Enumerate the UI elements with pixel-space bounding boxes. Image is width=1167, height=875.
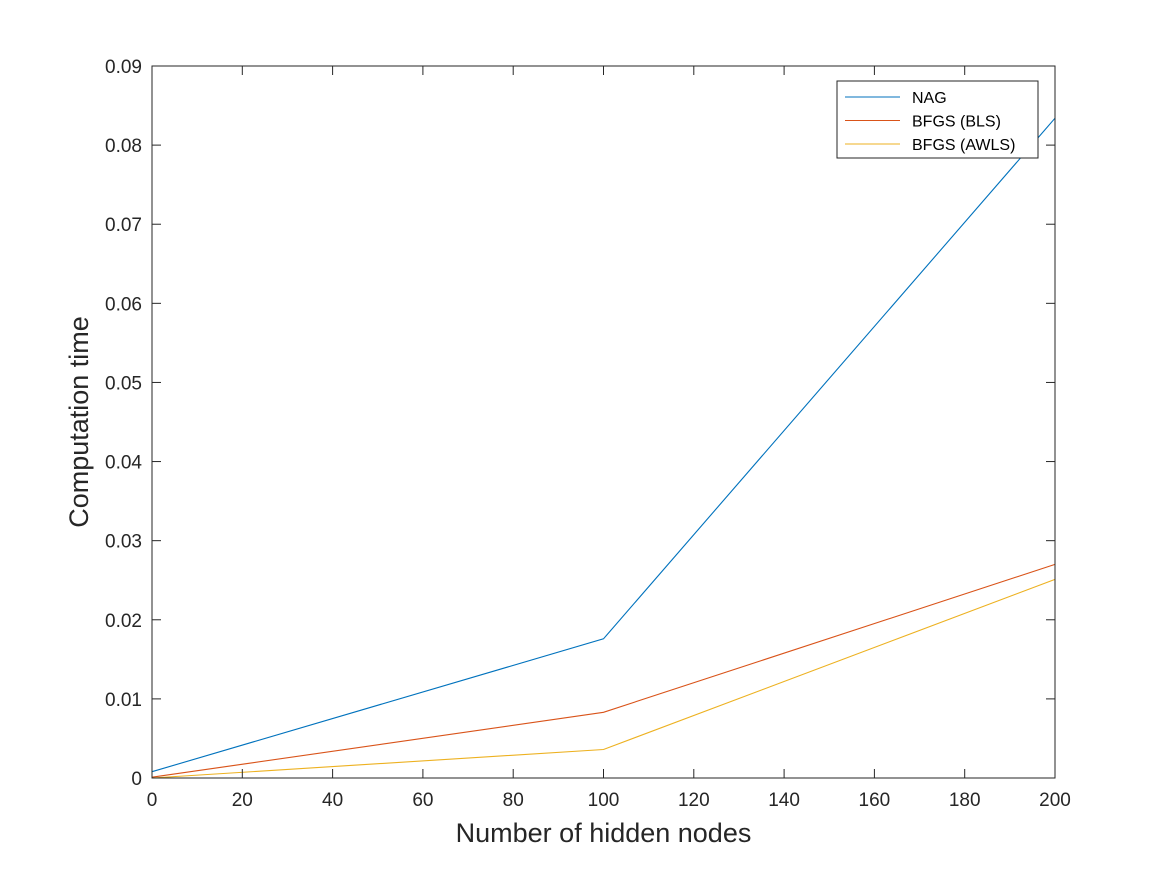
series-line-3: [151, 578, 1056, 779]
y-tick-label: 0.06: [105, 294, 142, 315]
y-tick-label: 0: [131, 769, 142, 790]
plot-background: [152, 66, 1055, 778]
x-tick-label: 200: [1039, 790, 1071, 811]
y-tick-label: 0.03: [105, 532, 142, 553]
series-line-1: [151, 117, 1056, 773]
legend-label-3: BFGS (AWLS): [912, 137, 1015, 154]
x-tick-label: 60: [412, 790, 433, 811]
x-tick-label: 100: [588, 790, 620, 811]
legend-box: [836, 80, 1039, 159]
x-tick-label: 20: [232, 790, 253, 811]
legend-label-1: NAG: [912, 90, 947, 107]
y-tick-label: 0.02: [105, 611, 142, 632]
x-tick-label: 120: [678, 790, 710, 811]
x-tick-label: 0: [147, 790, 158, 811]
axes-layer: 0 20 40 60 80 100 120 140 160 180 200 0 0.01 0.02 0.03…: [105, 57, 1071, 811]
y-tick-label: 0.05: [105, 373, 142, 394]
x-tick-label: 180: [949, 790, 981, 811]
y-tick-label: 0.09: [105, 57, 142, 78]
y-tick-label: 0.07: [105, 215, 142, 236]
series-layer: [151, 117, 1056, 779]
series-line-2: [151, 563, 1056, 778]
plot-area: [152, 66, 1055, 778]
y-tick-label: 0.08: [105, 136, 142, 157]
legend: NAG BFGS (BLS) BFGS (AWLS): [836, 80, 1039, 159]
y-tick-label: 0.04: [105, 453, 142, 474]
y-axis-label: Computation time: [64, 316, 94, 528]
x-tick-label: 40: [322, 790, 343, 811]
x-tick-label: 140: [768, 790, 800, 811]
legend-label-2: BFGS (BLS): [912, 114, 1001, 131]
y-tick-label: 0.01: [105, 690, 142, 711]
x-axis-label: Number of hidden nodes: [456, 818, 752, 848]
x-tick-label: 160: [859, 790, 891, 811]
x-tick-label: 80: [503, 790, 524, 811]
